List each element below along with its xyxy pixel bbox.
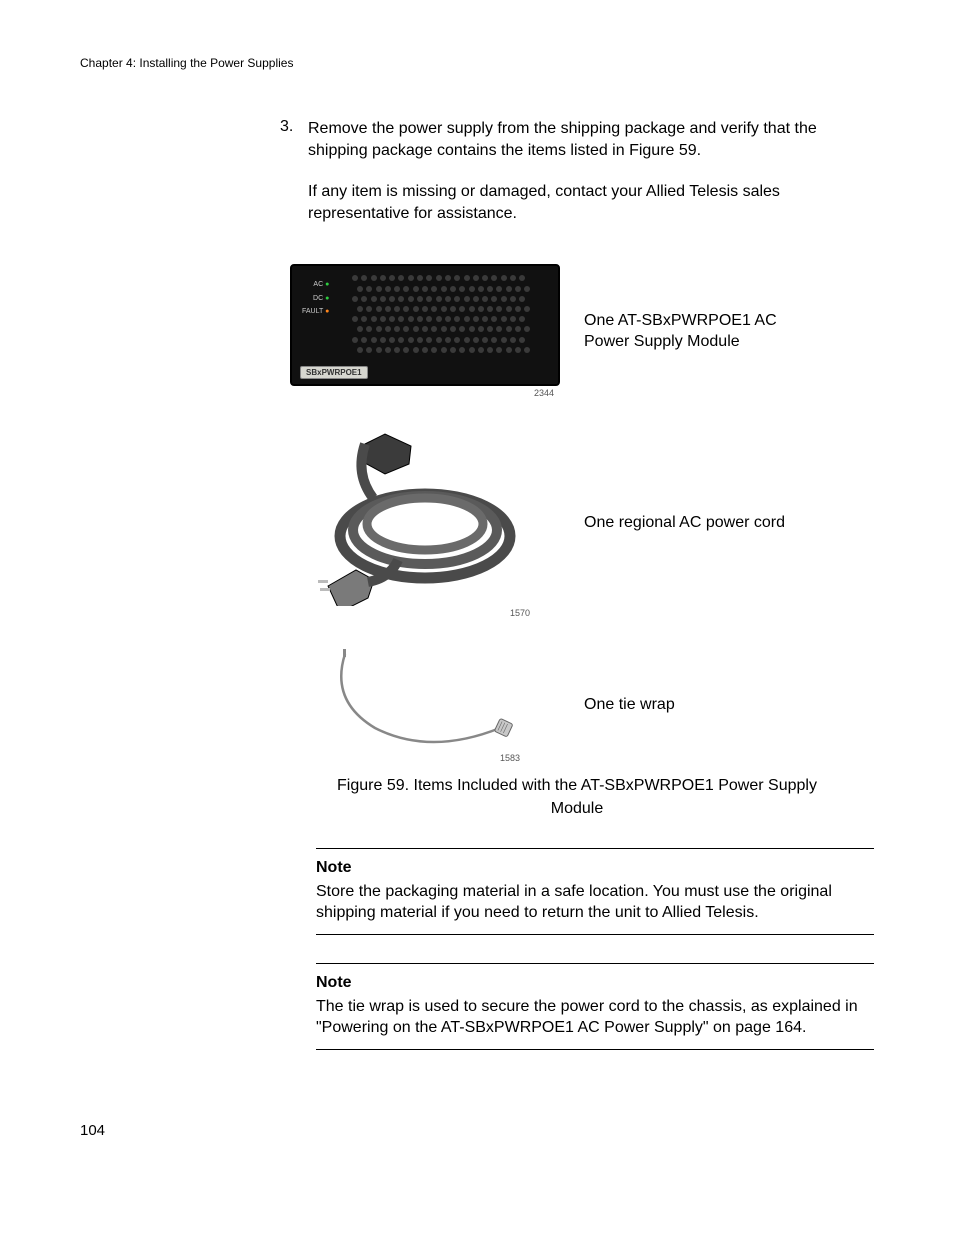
tie-illustration: 1583: [280, 646, 570, 763]
note-2-body: The tie wrap is used to secure the power…: [316, 998, 858, 1037]
step-3: 3. Remove the power supply from the ship…: [280, 118, 874, 244]
step-para-2: If any item is missing or damaged, conta…: [308, 181, 874, 224]
note-1-body: Store the packaging material in a safe l…: [316, 883, 832, 922]
page-number: 104: [80, 1122, 105, 1139]
psu-led-ac: AC: [302, 278, 329, 291]
figure-item-psu: AC DC FAULT SBxPWRPOE1 2344 One AT-SBxPW…: [280, 264, 874, 398]
psu-led-dc: DC: [302, 292, 329, 305]
psu-image-number: 2344: [534, 388, 554, 398]
psu-label: One AT-SBxPWRPOE1 AC Power Supply Module: [570, 310, 874, 353]
cord-illustration: 1570: [280, 426, 570, 618]
psu-vent-grille: [352, 275, 542, 359]
tie-label: One tie wrap: [570, 694, 874, 716]
cord-image-number: 1570: [510, 608, 530, 618]
tie-wrap-icon: [320, 646, 530, 751]
note-box-2: Note The tie wrap is used to secure the …: [316, 963, 874, 1050]
chapter-header: Chapter 4: Installing the Power Supplies: [80, 56, 874, 70]
psu-label-line2: Power Supply Module: [584, 333, 740, 350]
note-2-label: Note: [316, 972, 874, 994]
note-1-label: Note: [316, 857, 874, 879]
figure-item-cord: 1570 One regional AC power cord: [280, 426, 874, 618]
figure-caption-line1: Figure 59. Items Included with the AT-SB…: [337, 777, 817, 794]
tie-image-number: 1583: [500, 753, 520, 763]
step-body: Remove the power supply from the shippin…: [308, 118, 874, 244]
psu-led-fault: FAULT: [302, 305, 329, 318]
figure-caption-line2: Module: [551, 800, 603, 817]
psu-model-tag: SBxPWRPOE1: [300, 366, 368, 379]
power-cord-icon: [310, 426, 540, 606]
figure-item-tie: 1583 One tie wrap: [280, 646, 874, 763]
cord-label: One regional AC power cord: [570, 512, 874, 534]
step-para-1: Remove the power supply from the shippin…: [308, 118, 874, 161]
step-number: 3.: [280, 118, 308, 244]
note-box-1: Note Store the packaging material in a s…: [316, 848, 874, 935]
psu-label-line1: One AT-SBxPWRPOE1 AC: [584, 312, 777, 329]
figure-59: AC DC FAULT SBxPWRPOE1 2344 One AT-SBxPW…: [280, 264, 874, 1049]
content-area: 3. Remove the power supply from the ship…: [280, 118, 874, 1050]
figure-caption: Figure 59. Items Included with the AT-SB…: [280, 775, 874, 820]
psu-icon: AC DC FAULT SBxPWRPOE1: [290, 264, 560, 386]
document-page: Chapter 4: Installing the Power Supplies…: [0, 0, 954, 1235]
psu-illustration: AC DC FAULT SBxPWRPOE1 2344: [280, 264, 570, 398]
